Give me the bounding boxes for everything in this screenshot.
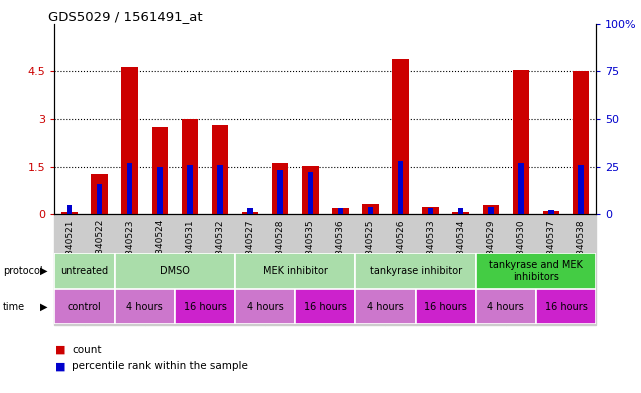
- Bar: [97, 184, 103, 214]
- Text: count: count: [72, 345, 102, 355]
- Bar: [476, 253, 596, 289]
- Bar: [92, 174, 108, 214]
- Text: 16 hours: 16 hours: [545, 301, 587, 312]
- Bar: [296, 214, 326, 325]
- Text: ■: ■: [54, 361, 65, 371]
- Bar: [488, 207, 494, 214]
- Bar: [445, 214, 476, 325]
- Bar: [85, 214, 115, 325]
- Bar: [235, 289, 296, 324]
- Bar: [513, 70, 529, 214]
- Bar: [578, 165, 584, 214]
- Text: ■: ■: [54, 345, 65, 355]
- Text: 16 hours: 16 hours: [424, 301, 467, 312]
- Text: tankyrase inhibitor: tankyrase inhibitor: [369, 266, 462, 276]
- Bar: [506, 214, 536, 325]
- Bar: [145, 214, 175, 325]
- Bar: [157, 167, 163, 214]
- Text: 16 hours: 16 hours: [304, 301, 347, 312]
- Text: control: control: [68, 301, 101, 312]
- Text: tankyrase and MEK
inhibitors: tankyrase and MEK inhibitors: [489, 261, 583, 282]
- Bar: [54, 214, 85, 325]
- Bar: [536, 289, 596, 324]
- Bar: [235, 214, 265, 325]
- Bar: [385, 214, 415, 325]
- Bar: [175, 214, 205, 325]
- Bar: [483, 205, 499, 214]
- Bar: [398, 161, 403, 214]
- Text: untreated: untreated: [60, 266, 108, 276]
- Bar: [355, 289, 415, 324]
- Bar: [115, 253, 235, 289]
- Bar: [175, 289, 235, 324]
- Bar: [548, 210, 554, 214]
- Bar: [181, 119, 198, 214]
- Bar: [217, 165, 222, 214]
- Bar: [543, 211, 559, 214]
- Text: DMSO: DMSO: [160, 266, 190, 276]
- Text: ▶: ▶: [40, 301, 48, 312]
- Bar: [67, 205, 72, 214]
- Bar: [54, 289, 115, 324]
- Bar: [187, 165, 192, 214]
- Bar: [428, 208, 433, 214]
- Bar: [272, 163, 288, 214]
- Bar: [566, 214, 596, 325]
- Bar: [458, 208, 463, 214]
- Bar: [362, 204, 379, 214]
- Text: MEK inhibitor: MEK inhibitor: [263, 266, 328, 276]
- Bar: [121, 68, 138, 214]
- Text: protocol: protocol: [3, 266, 43, 276]
- Bar: [392, 59, 409, 214]
- Bar: [296, 289, 355, 324]
- Text: ▶: ▶: [40, 266, 48, 276]
- Bar: [242, 212, 258, 214]
- Bar: [247, 208, 253, 214]
- Bar: [536, 214, 566, 325]
- Bar: [326, 214, 355, 325]
- Bar: [453, 212, 469, 214]
- Bar: [302, 166, 319, 214]
- Bar: [573, 71, 589, 214]
- Bar: [235, 253, 355, 289]
- Bar: [308, 172, 313, 214]
- Bar: [151, 127, 168, 214]
- Bar: [54, 253, 115, 289]
- Bar: [415, 214, 445, 325]
- Text: percentile rank within the sample: percentile rank within the sample: [72, 361, 248, 371]
- Text: 4 hours: 4 hours: [126, 301, 163, 312]
- Bar: [518, 163, 524, 214]
- Text: GDS5029 / 1561491_at: GDS5029 / 1561491_at: [48, 10, 203, 23]
- Bar: [415, 289, 476, 324]
- Text: time: time: [3, 301, 26, 312]
- Bar: [115, 214, 145, 325]
- Bar: [62, 212, 78, 214]
- Bar: [476, 214, 506, 325]
- Text: 4 hours: 4 hours: [367, 301, 404, 312]
- Bar: [476, 289, 536, 324]
- Bar: [368, 207, 373, 214]
- Bar: [355, 214, 385, 325]
- Bar: [338, 208, 343, 214]
- Bar: [332, 208, 349, 214]
- Text: 16 hours: 16 hours: [183, 301, 226, 312]
- Bar: [265, 214, 296, 325]
- Bar: [127, 163, 133, 214]
- Bar: [355, 253, 476, 289]
- Text: 4 hours: 4 hours: [488, 301, 524, 312]
- Bar: [205, 214, 235, 325]
- Bar: [115, 289, 175, 324]
- Bar: [422, 207, 439, 214]
- Bar: [212, 125, 228, 214]
- Bar: [278, 170, 283, 214]
- Text: 4 hours: 4 hours: [247, 301, 283, 312]
